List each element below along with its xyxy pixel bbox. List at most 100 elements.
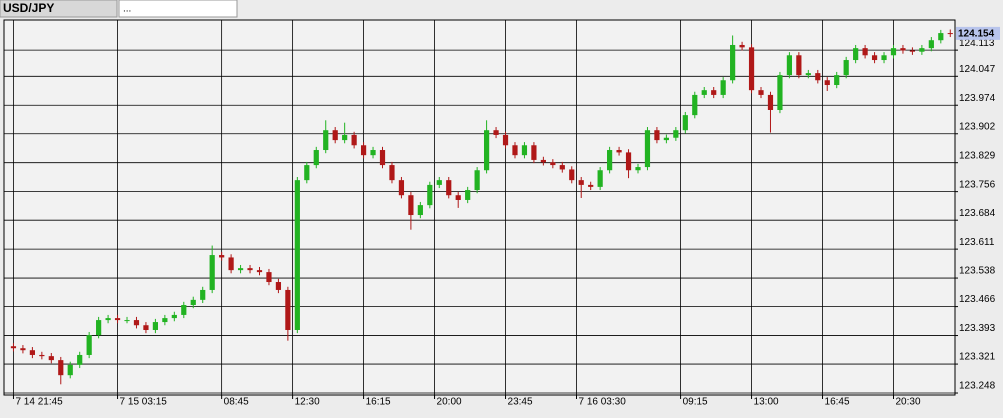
candle-body bbox=[389, 165, 395, 181]
candle-body bbox=[313, 150, 319, 166]
candle-body bbox=[871, 55, 878, 61]
tab[interactable]: USD/JPY bbox=[0, 0, 118, 18]
y-tick-label: 123.611 bbox=[959, 237, 995, 248]
candle-body bbox=[20, 348, 26, 351]
candle-body bbox=[370, 150, 376, 156]
candle-body bbox=[228, 257, 234, 271]
y-tick-label: 123.829 bbox=[959, 150, 996, 161]
candle-body bbox=[237, 268, 244, 271]
candle-body bbox=[928, 40, 934, 49]
candle-body bbox=[171, 314, 177, 319]
x-tick-label: 16:45 bbox=[825, 397, 850, 408]
candle-body bbox=[294, 180, 300, 330]
candle-body bbox=[682, 115, 688, 131]
candle-body bbox=[625, 152, 632, 171]
candle-body bbox=[909, 50, 916, 52]
candle-body bbox=[559, 165, 565, 170]
candle-body bbox=[436, 180, 442, 185]
tab-label[interactable]: ... bbox=[123, 4, 131, 15]
candle-body bbox=[77, 354, 83, 365]
y-tick-label: 123.902 bbox=[959, 121, 996, 132]
candle-body bbox=[786, 55, 793, 76]
candle-body bbox=[96, 320, 102, 336]
candle-body bbox=[644, 130, 651, 168]
candle-body bbox=[105, 318, 111, 321]
candle-body bbox=[512, 145, 518, 156]
candle-body bbox=[379, 150, 386, 166]
candle-body bbox=[304, 165, 310, 181]
candle-body bbox=[720, 80, 726, 95]
y-tick-label: 123.321 bbox=[959, 352, 996, 363]
candle-body bbox=[351, 134, 357, 146]
x-tick-label: 20:30 bbox=[895, 397, 920, 408]
candle-body bbox=[947, 33, 953, 35]
price-tag bbox=[956, 26, 1000, 40]
tab-label[interactable]: USD/JPY bbox=[3, 1, 54, 15]
candle-body bbox=[692, 94, 698, 116]
x-tick-label: 08:45 bbox=[224, 397, 249, 408]
candle-body bbox=[133, 320, 140, 326]
candle-body bbox=[938, 33, 944, 41]
tab[interactable]: ... bbox=[118, 0, 238, 18]
candle-body bbox=[474, 170, 480, 191]
candle-body bbox=[29, 350, 35, 355]
plot-area bbox=[3, 19, 956, 396]
candle-body bbox=[796, 55, 802, 76]
candle-body bbox=[162, 318, 168, 323]
candle-body bbox=[58, 360, 64, 376]
candle-body bbox=[540, 159, 546, 163]
candle-body bbox=[767, 94, 774, 110]
candle-body bbox=[465, 190, 471, 200]
candle-body bbox=[673, 130, 679, 138]
candle-body bbox=[578, 180, 584, 185]
candle-body bbox=[853, 48, 859, 61]
x-tick-label: 20:00 bbox=[437, 397, 462, 408]
x-tick-label: 16:15 bbox=[366, 397, 391, 408]
candle-body bbox=[550, 162, 556, 166]
candle-body bbox=[256, 270, 263, 273]
candle-body bbox=[446, 180, 452, 196]
candle-body bbox=[342, 134, 348, 141]
candle-body bbox=[569, 169, 575, 181]
candle-body bbox=[597, 170, 603, 187]
candle-body bbox=[881, 55, 887, 61]
candle-body bbox=[266, 272, 272, 283]
candle-body bbox=[247, 268, 253, 271]
candle-body bbox=[862, 48, 868, 56]
candle-body bbox=[521, 145, 528, 156]
candle-body bbox=[900, 48, 906, 51]
candle-body bbox=[285, 289, 291, 330]
candle-body bbox=[748, 47, 755, 91]
candle-body bbox=[502, 134, 509, 146]
candle-body bbox=[360, 145, 367, 156]
candle-body bbox=[200, 289, 206, 300]
tab-bg bbox=[118, 0, 238, 18]
x-tick-label: 09:15 bbox=[683, 397, 708, 408]
x-tick-label: 7 15 03:15 bbox=[120, 397, 168, 408]
candle-body bbox=[124, 320, 130, 322]
x-tick-label: 12:30 bbox=[295, 397, 320, 408]
candle-body bbox=[143, 325, 149, 330]
price-tag-label: 124.154 bbox=[958, 29, 995, 40]
candle-body bbox=[67, 364, 73, 376]
candle-body bbox=[824, 80, 830, 86]
y-tick-label: 124.113 bbox=[959, 38, 995, 49]
y-tick-label: 123.756 bbox=[959, 179, 996, 190]
candle-body bbox=[834, 75, 840, 86]
candle-body bbox=[635, 167, 641, 171]
candle-body bbox=[739, 44, 745, 48]
x-tick-label: 23:45 bbox=[508, 397, 533, 408]
candle-body bbox=[398, 180, 405, 196]
candle-body bbox=[408, 195, 414, 216]
candle-body bbox=[209, 255, 215, 290]
candle-body bbox=[427, 184, 433, 206]
candle-body bbox=[919, 48, 925, 52]
candle-body bbox=[730, 44, 736, 81]
candle-body bbox=[10, 346, 17, 349]
tab-bg bbox=[0, 0, 118, 18]
y-tick-label: 123.974 bbox=[959, 93, 996, 104]
candle-body bbox=[114, 318, 121, 321]
x-tick-label: 7 16 03:30 bbox=[578, 397, 626, 408]
candle-body bbox=[663, 137, 669, 141]
